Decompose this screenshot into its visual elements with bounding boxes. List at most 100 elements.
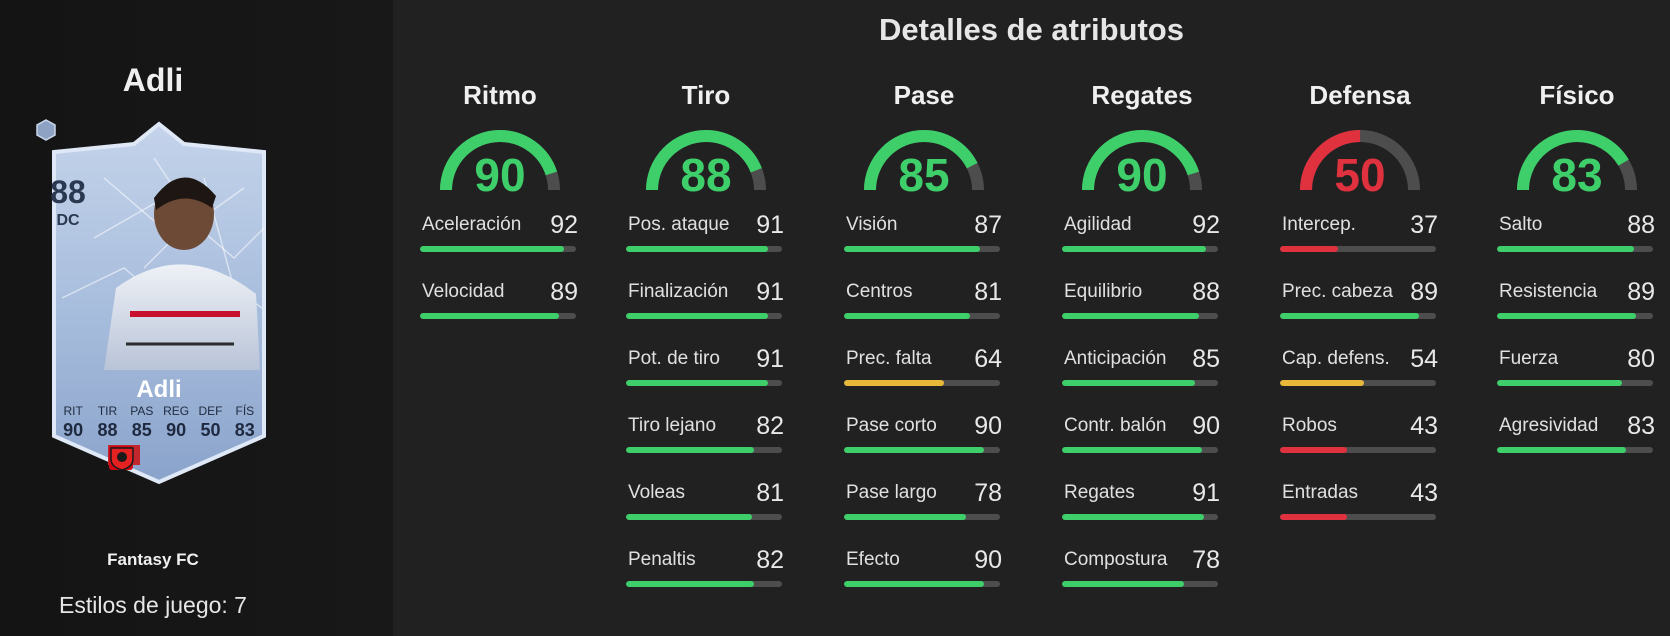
attribute-bar-fill	[1280, 380, 1365, 386]
attribute-bar	[1497, 447, 1653, 453]
attribute-value: 88	[1192, 278, 1220, 306]
attribute-label: Finalización	[628, 281, 729, 302]
attribute-value: 82	[756, 546, 784, 574]
attribute-bar-fill	[1062, 246, 1206, 252]
category-name: Físico	[1539, 80, 1615, 110]
attribute-value: 81	[974, 278, 1002, 306]
attribute-value: 91	[756, 278, 784, 306]
attribute-value: 85	[1192, 345, 1220, 373]
attribute-bar	[1062, 447, 1218, 453]
attribute-row[interactable]: Prec. cabeza 89	[1280, 278, 1440, 348]
attribute-bar	[1062, 246, 1218, 252]
category-2: Pase 85 Visión 87 Centros 81 Prec. falta 64 Pase…	[844, 80, 1004, 616]
attribute-row[interactable]: Efecto 90	[844, 546, 1004, 616]
card-stat-reg: REG 90	[163, 404, 190, 440]
attribute-value: 87	[974, 211, 1002, 239]
attribute-row[interactable]: Finalización 91	[626, 278, 786, 348]
attribute-row[interactable]: Pase largo 78	[844, 479, 1004, 549]
attribute-bar-fill	[1280, 514, 1348, 520]
attribute-row[interactable]: Penaltis 82	[626, 546, 786, 616]
attribute-row[interactable]: Equilibrio 88	[1062, 278, 1222, 348]
attribute-row[interactable]: Intercep. 37	[1280, 211, 1440, 281]
attribute-label: Aceleración	[422, 214, 522, 235]
attribute-label: Equilibrio	[1064, 281, 1143, 302]
category-4: Defensa 50 Intercep. 37 Prec. cabeza 89 Cap. d…	[1280, 80, 1440, 549]
attribute-bar	[1280, 514, 1436, 520]
attribute-value: 92	[1192, 211, 1220, 239]
attribute-bar-fill	[844, 313, 971, 319]
category-3: Regates 90 Agilidad 92 Equilibrio 88 Anticipac…	[1062, 80, 1222, 616]
attribute-bar-fill	[626, 380, 768, 386]
attribute-row[interactable]: Centros 81	[844, 278, 1004, 348]
attribute-bar	[1062, 581, 1218, 587]
attribute-bar-fill	[626, 581, 754, 587]
attribute-row[interactable]: Salto 88	[1497, 211, 1657, 281]
category-value: 83	[1551, 149, 1603, 201]
attribute-label: Pase corto	[846, 415, 937, 436]
attribute-row[interactable]: Contr. balón 90	[1062, 412, 1222, 482]
attribute-row[interactable]: Regates 91	[1062, 479, 1222, 549]
attribute-row[interactable]: Agilidad 92	[1062, 211, 1222, 281]
attribute-label: Compostura	[1064, 549, 1168, 570]
attribute-value: 54	[1410, 345, 1438, 373]
attribute-row[interactable]: Resistencia 89	[1497, 278, 1657, 348]
attribute-row[interactable]: Fuerza 80	[1497, 345, 1657, 415]
card-stats: RIT 90 TIR 88 PAS 85 REG 90 DEF 50 FÍS 83	[56, 404, 262, 441]
category-1: Tiro 88 Pos. ataque 91 Finalización 91 Pot. de…	[626, 80, 786, 616]
attribute-bar-fill	[1062, 313, 1200, 319]
attribute-row[interactable]: Prec. falta 64	[844, 345, 1004, 415]
attribute-row[interactable]: Compostura 78	[1062, 546, 1222, 616]
category-value: 50	[1334, 149, 1386, 201]
attribute-label: Fuerza	[1499, 348, 1559, 369]
attribute-label: Cap. defens.	[1282, 348, 1390, 369]
attribute-row[interactable]: Robos 43	[1280, 412, 1440, 482]
attribute-row[interactable]: Tiro lejano 82	[626, 412, 786, 482]
attribute-bar	[844, 447, 1000, 453]
attribute-row[interactable]: Aceleración 92	[420, 211, 580, 281]
card-position: DC	[56, 212, 80, 229]
attribute-bar	[1280, 313, 1436, 319]
attribute-value: 91	[756, 211, 784, 239]
attribute-label: Tiro lejano	[628, 415, 717, 436]
attribute-bar-fill	[844, 514, 966, 520]
card-badges	[108, 445, 218, 471]
card-rating: 88	[50, 174, 86, 210]
attribute-value: 90	[974, 546, 1002, 574]
attribute-list: Agilidad 92 Equilibrio 88 Anticipación 85 Cont…	[1062, 211, 1222, 616]
attribute-bar	[1280, 380, 1436, 386]
attribute-row[interactable]: Anticipación 85	[1062, 345, 1222, 415]
category-name: Tiro	[681, 80, 731, 110]
card-program-name: Fantasy FC	[107, 550, 199, 569]
attribute-list: Visión 87 Centros 81 Prec. falta 64 Pase corto…	[844, 211, 1004, 616]
attribute-label: Contr. balón	[1064, 415, 1167, 436]
category-gauge: 90	[436, 126, 564, 201]
attribute-row[interactable]: Entradas 43	[1280, 479, 1440, 549]
attribute-label: Pot. de tiro	[628, 348, 720, 369]
category-gauge: 88	[642, 126, 770, 201]
attribute-value: 83	[1627, 412, 1655, 440]
attribute-bar	[1497, 313, 1653, 319]
attribute-row[interactable]: Visión 87	[844, 211, 1004, 281]
attribute-value: 90	[974, 412, 1002, 440]
gauge-fill	[440, 130, 560, 191]
attribute-row[interactable]: Pase corto 90	[844, 412, 1004, 482]
attribute-row[interactable]: Velocidad 89	[420, 278, 580, 348]
attribute-bar	[844, 514, 1000, 520]
attribute-label: Voleas	[628, 482, 686, 503]
attribute-row[interactable]: Pot. de tiro 91	[626, 345, 786, 415]
attribute-value: 43	[1410, 412, 1438, 440]
attribute-bar-fill	[844, 447, 985, 453]
attribute-value: 91	[1192, 479, 1220, 507]
attribute-row[interactable]: Agresividad 83	[1497, 412, 1657, 482]
attribute-row[interactable]: Voleas 81	[626, 479, 786, 549]
playstyles-count[interactable]: Estilos de juego: 7	[59, 592, 247, 618]
category-5: Físico 83 Salto 88 Resistencia 89 Fuerza 80 Agre…	[1497, 80, 1657, 482]
attribute-row[interactable]: Cap. defens. 54	[1280, 345, 1440, 415]
player-card[interactable]: 88 DC Adli RIT 90 TIR 88 PAS 85 REG 90 DEF 50…	[34, 118, 284, 490]
attribute-label: Efecto	[846, 549, 900, 570]
attribute-bar-fill	[1062, 447, 1203, 453]
attribute-row[interactable]: Pos. ataque 91	[626, 211, 786, 281]
attribute-value: 78	[974, 479, 1002, 507]
attribute-value: 92	[550, 211, 578, 239]
attribute-bar	[1062, 514, 1218, 520]
